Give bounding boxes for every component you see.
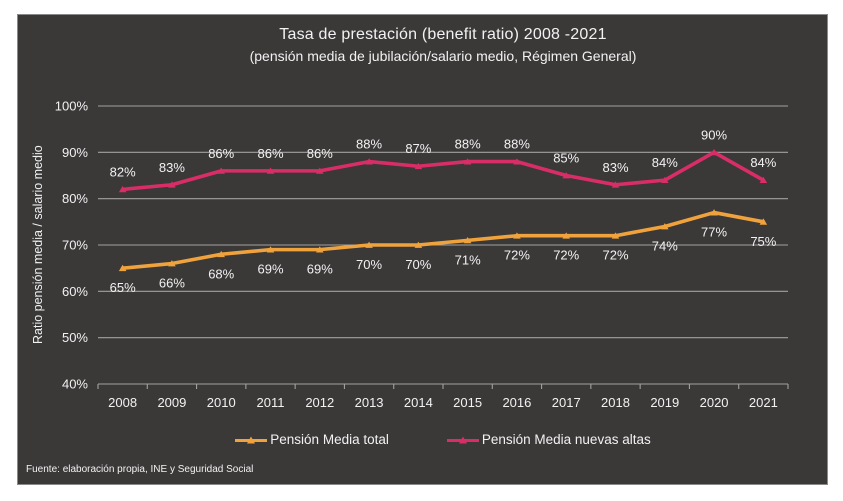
data-label: 71%	[455, 252, 481, 267]
x-axis-tick-labels: 2008 2009 2010 2011 2012 2013 2014 2015 2016 2017…	[108, 395, 778, 410]
data-point-marker	[168, 260, 176, 267]
data-label: 87%	[405, 141, 431, 156]
data-point-marker	[710, 209, 718, 216]
y-tick-label: 50%	[62, 330, 88, 345]
data-point-marker	[562, 172, 571, 179]
data-label: 72%	[504, 248, 530, 263]
data-label: 86%	[257, 146, 283, 161]
data-label: 88%	[504, 137, 530, 152]
data-label: 82%	[110, 164, 136, 179]
x-tick-label: 2015	[453, 395, 482, 410]
data-point-marker	[118, 186, 127, 193]
data-point-marker	[759, 218, 768, 225]
gridlines	[98, 105, 788, 385]
legend-item-pension-media-nuevas-altas: Pensión Media nuevas altas	[446, 432, 651, 447]
source-note: Fuente: elaboración propia, INE y Seguri…	[26, 464, 254, 475]
data-label: 74%	[652, 238, 678, 253]
data-point-marker	[759, 176, 768, 184]
data-label: 69%	[307, 262, 333, 277]
data-label: 86%	[307, 146, 333, 161]
y-tick-label: 100%	[55, 99, 89, 114]
data-point-marker	[217, 250, 226, 258]
data-label: 83%	[602, 160, 628, 175]
data-labels-pensi-n-media-nuevas-altas: 82% 83% 86% 86% 86% 88% 87% 88% 88% 85% 83% 84% 90% 8…	[110, 127, 777, 179]
chart-title: Tasa de prestación (benefit ratio) 2008 …	[279, 26, 607, 43]
data-point-marker	[414, 241, 423, 248]
data-label: 83%	[159, 160, 185, 175]
data-point-marker	[217, 167, 226, 174]
data-label: 88%	[356, 137, 382, 152]
legend-label-total: Pensión Media total	[270, 432, 389, 447]
data-label: 72%	[553, 248, 579, 263]
data-label: 65%	[110, 280, 136, 295]
x-tick-label: 2013	[355, 395, 384, 410]
data-label: 68%	[208, 266, 234, 281]
data-point-marker	[660, 176, 669, 184]
x-tick-label: 2009	[157, 395, 186, 410]
x-tick-label: 2019	[650, 395, 679, 410]
y-tick-label: 90%	[62, 145, 88, 160]
data-point-marker	[118, 264, 127, 272]
series-pensi-n-media-total	[118, 209, 768, 272]
data-point-marker	[266, 246, 275, 253]
y-tick-label: 80%	[62, 191, 88, 206]
data-label: 75%	[750, 234, 776, 249]
data-label: 85%	[553, 151, 579, 166]
y-tick-label: 70%	[62, 238, 88, 253]
data-point-marker	[611, 181, 620, 188]
chart-subtitle: (pensión media de jubilación/salario med…	[249, 48, 637, 64]
x-tick-label: 2014	[404, 395, 433, 410]
legend-marker-nuevas-altas-icon	[446, 436, 479, 443]
data-point-marker	[315, 167, 324, 174]
x-tick-label: 2012	[305, 395, 334, 410]
data-label: 72%	[602, 248, 628, 263]
data-label: 70%	[405, 257, 431, 272]
y-tick-label: 40%	[62, 377, 88, 392]
legend-label-nuevas-altas: Pensión Media nuevas altas	[481, 432, 651, 447]
x-tick-label: 2008	[108, 395, 137, 410]
data-label: 77%	[701, 225, 727, 240]
data-label: 70%	[356, 257, 382, 272]
y-axis-tick-labels: 40% 50% 60% 70% 80% 90% 100%	[55, 99, 89, 392]
data-labels-pensi-n-media-total: 65% 66% 68% 69% 69% 70% 70% 71% 72% 72% 72% 74% 77% 7…	[110, 225, 777, 296]
x-tick-label: 2016	[502, 395, 531, 410]
data-point-marker	[562, 232, 571, 239]
x-axis-ticks	[97, 384, 789, 389]
x-tick-label: 2017	[552, 395, 581, 410]
data-point-marker	[168, 181, 176, 188]
data-point-marker	[660, 223, 669, 230]
data-point-marker	[365, 241, 373, 248]
data-point-marker	[414, 162, 423, 170]
data-label: 90%	[701, 127, 727, 142]
legend-item-pension-media-total: Pensión Media total	[235, 432, 389, 447]
y-tick-label: 60%	[62, 284, 88, 299]
line-chart-plot-area: 40%50%60%70%80%90%100%2008 2009 2010 2011 20…	[55, 99, 789, 410]
x-tick-label: 2018	[601, 395, 630, 410]
data-label: 69%	[257, 262, 283, 277]
legend-marker-total-icon	[235, 436, 268, 443]
chart-panel: Tasa de prestación (benefit ratio) 2008 …	[17, 14, 828, 485]
chart-legend: Pensión Media total Pensión Media nuevas…	[98, 432, 788, 447]
data-point-marker	[315, 246, 324, 253]
data-point-marker	[463, 236, 472, 244]
data-label: 66%	[159, 276, 185, 291]
data-label: 84%	[750, 155, 776, 170]
series-line-pensi-n-media-nuevas-altas	[120, 150, 766, 192]
x-tick-label: 2020	[700, 395, 729, 410]
data-point-marker	[266, 167, 275, 174]
data-label: 84%	[652, 155, 678, 170]
data-point-marker	[611, 232, 620, 239]
data-label: 86%	[208, 146, 234, 161]
data-label: 88%	[455, 137, 481, 152]
x-tick-label: 2021	[749, 395, 778, 410]
series-line-pensi-n-media-total	[120, 210, 766, 270]
data-point-marker	[710, 148, 718, 156]
data-point-marker	[463, 158, 472, 165]
data-point-marker	[365, 158, 373, 165]
data-point-marker	[513, 232, 521, 239]
x-tick-label: 2011	[257, 395, 285, 410]
data-point-marker	[513, 158, 521, 165]
series-pensi-n-media-nuevas-altas	[118, 148, 768, 193]
x-tick-label: 2010	[207, 395, 236, 410]
